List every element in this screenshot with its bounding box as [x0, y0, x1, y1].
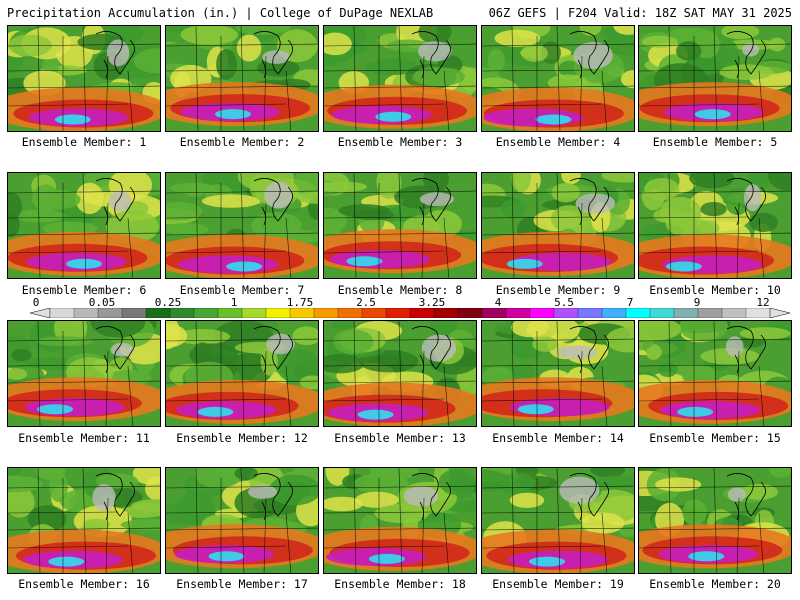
- map-title: Precipitation Accumulation (in.) | Colle…: [7, 6, 434, 20]
- ensemble-member-map: [481, 172, 635, 279]
- ensemble-member-caption: Ensemble Member: 9: [495, 283, 621, 297]
- colorbar-swatch: [625, 308, 651, 318]
- ensemble-member-caption: Ensemble Member: 18: [334, 577, 466, 591]
- colorbar-swatch: [217, 308, 243, 318]
- ensemble-member-caption: Ensemble Member: 4: [495, 135, 621, 149]
- colorbar-tick-label: 7: [626, 296, 634, 309]
- ensemble-member-caption: Ensemble Member: 7: [179, 283, 305, 297]
- colorbar-tick-label: 0.05: [88, 296, 116, 309]
- ensemble-member-map: [323, 320, 477, 427]
- colorbar-tick-label: 1: [230, 296, 238, 309]
- ensemble-member-map: [481, 320, 635, 427]
- colorbar-swatch: [577, 308, 603, 318]
- colorbar-swatch: [601, 308, 627, 318]
- ensemble-member-map: [165, 467, 319, 574]
- colorbar-tick-label: 1.75: [286, 296, 314, 309]
- colorbar-swatch: [265, 308, 291, 318]
- ensemble-member-map: [323, 467, 477, 574]
- colorbar-swatch: [145, 308, 171, 318]
- colorbar-tick-label: 4: [494, 296, 502, 309]
- colorbar-swatch: [649, 308, 675, 318]
- model-run-info: 06Z GEFS | F204 Valid: 18Z SAT MAY 31 20…: [488, 6, 792, 20]
- colorbar-tick-labels: 0 0.05 0.25 1 1.75 2.5 3.25 4 5.5 7 9 12: [0, 296, 800, 309]
- ensemble-member-caption: Ensemble Member: 12: [176, 431, 308, 445]
- ensemble-member-map: [165, 172, 319, 279]
- ensemble-member-caption: Ensemble Member: 20: [649, 577, 781, 591]
- ensemble-member-caption: Ensemble Member: 11: [18, 431, 150, 445]
- colorbar-swatch: [481, 308, 507, 318]
- ensemble-member-caption: Ensemble Member: 17: [176, 577, 308, 591]
- colorbar-swatch: [193, 308, 219, 318]
- colorbar-swatch: [289, 308, 315, 318]
- colorbar-tick-label: 12: [756, 296, 770, 309]
- ensemble-member-caption: Ensemble Member: 6: [21, 283, 147, 297]
- ensemble-member-caption: Ensemble Member: 13: [334, 431, 466, 445]
- colorbar-swatch: [313, 308, 339, 318]
- ensemble-member-caption: Ensemble Member: 3: [337, 135, 463, 149]
- ensemble-member-caption: Ensemble Member: 5: [652, 135, 778, 149]
- colorbar-tick-label: 2.5: [356, 296, 376, 309]
- ensemble-member-map: [7, 320, 161, 427]
- colorbar-left-arrow: [30, 308, 51, 318]
- colorbar-swatch: [169, 308, 195, 318]
- colorbar-tick-label: 0: [32, 296, 40, 309]
- colorbar-swatch: [121, 308, 147, 318]
- colorbar-swatch: [505, 308, 531, 318]
- ensemble-member-map: [7, 25, 161, 132]
- colorbar-swatch: [673, 308, 699, 318]
- ensemble-member-map: [638, 25, 792, 132]
- ensemble-member-caption: Ensemble Member: 2: [179, 135, 305, 149]
- colorbar-tick-label: 9: [693, 296, 701, 309]
- colorbar-swatch: [73, 308, 99, 318]
- ensemble-member-map: [165, 320, 319, 427]
- ensemble-member-map: [323, 172, 477, 279]
- colorbar-swatch: [385, 308, 411, 318]
- colorbar-swatch: [697, 308, 723, 318]
- ensemble-member-caption: Ensemble Member: 10: [649, 283, 781, 297]
- colorbar-swatch: [361, 308, 387, 318]
- precipitation-colorbar: [30, 308, 790, 318]
- colorbar-swatch: [337, 308, 363, 318]
- ensemble-member-caption: Ensemble Member: 19: [492, 577, 624, 591]
- ensemble-member-map: [7, 172, 161, 279]
- colorbar-swatch: [457, 308, 483, 318]
- colorbar-swatch: [721, 308, 747, 318]
- colorbar-swatch: [529, 308, 555, 318]
- ensemble-member-caption: Ensemble Member: 8: [337, 283, 463, 297]
- colorbar-swatch: [553, 308, 579, 318]
- ensemble-member-map: [323, 25, 477, 132]
- ensemble-member-map: [638, 172, 792, 279]
- colorbar-tick-label: 3.25: [418, 296, 446, 309]
- ensemble-member-map: [165, 25, 319, 132]
- colorbar-right-arrow: [769, 308, 790, 318]
- ensemble-member-map: [7, 467, 161, 574]
- colorbar-swatch: [49, 308, 75, 318]
- ensemble-member-map: [481, 25, 635, 132]
- colorbar-tick-label: 5.5: [554, 296, 574, 309]
- ensemble-member-caption: Ensemble Member: 1: [21, 135, 147, 149]
- ensemble-member-caption: Ensemble Member: 15: [649, 431, 781, 445]
- colorbar-swatch: [97, 308, 123, 318]
- colorbar-swatch: [433, 308, 459, 318]
- ensemble-member-caption: Ensemble Member: 16: [18, 577, 150, 591]
- ensemble-member-map: [638, 320, 792, 427]
- colorbar-swatch: [745, 308, 771, 318]
- colorbar-tick-label: 0.25: [154, 296, 182, 309]
- ensemble-member-caption: Ensemble Member: 14: [492, 431, 624, 445]
- colorbar-swatch: [241, 308, 267, 318]
- colorbar-swatch: [409, 308, 435, 318]
- ensemble-member-map: [638, 467, 792, 574]
- ensemble-member-map: [481, 467, 635, 574]
